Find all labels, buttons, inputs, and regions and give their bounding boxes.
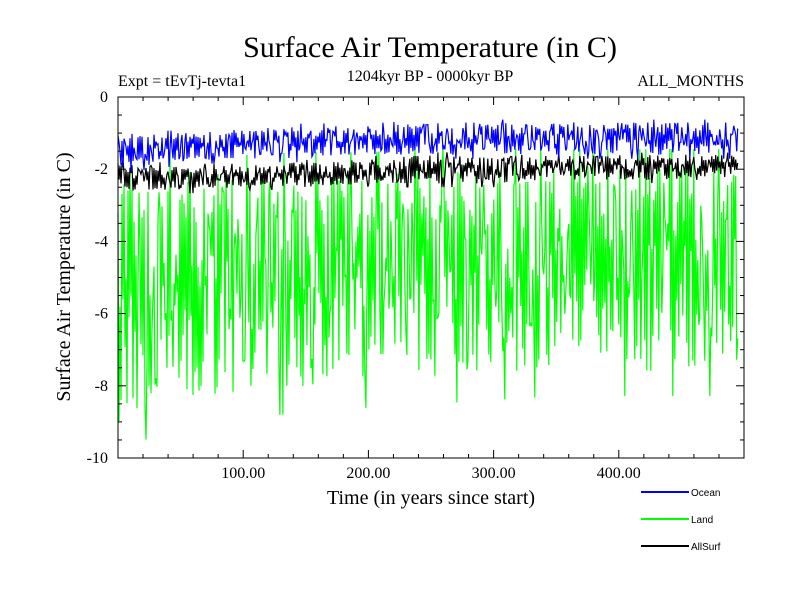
series-line-allsurf	[117, 152, 739, 194]
chart-title: Surface Air Temperature (in C)	[243, 31, 617, 64]
series-line-ocean	[117, 119, 739, 172]
x-tick-label: 100.00	[221, 465, 265, 482]
y-tick-label: -6	[95, 306, 108, 323]
legend-label-land: Land	[691, 515, 713, 526]
y-tick-label: 0	[100, 89, 108, 106]
y-tick-label: -8	[95, 378, 108, 395]
y-tick-label: -10	[87, 450, 108, 467]
x-tick-label: 300.00	[472, 465, 516, 482]
y-tick-label: -4	[95, 233, 108, 250]
x-axis-label: Time (in years since start)	[327, 487, 535, 509]
x-tick-label: 200.00	[346, 465, 390, 482]
y-axis-label: Surface Air Temperature (in C)	[53, 152, 75, 401]
chart-subtitle: 1204kyr BP - 0000kyr BP	[347, 68, 514, 85]
x-tick-label: 400.00	[597, 465, 641, 482]
legend-label-ocean: Ocean	[691, 488, 720, 499]
axes: 0 -2 -4 -6 -8 -10 100.00 200.00 300.00 400.00	[87, 89, 744, 482]
experiment-annotation: Expt = tEvTj-tevta1	[118, 73, 246, 90]
months-annotation: ALL_MONTHS	[637, 73, 744, 90]
legend: Ocean Land AllSurf	[641, 488, 721, 553]
series-line-land	[117, 148, 739, 440]
y-tick-label: -2	[95, 161, 108, 178]
legend-label-allsurf: AllSurf	[691, 542, 721, 553]
plot-area	[117, 119, 739, 440]
